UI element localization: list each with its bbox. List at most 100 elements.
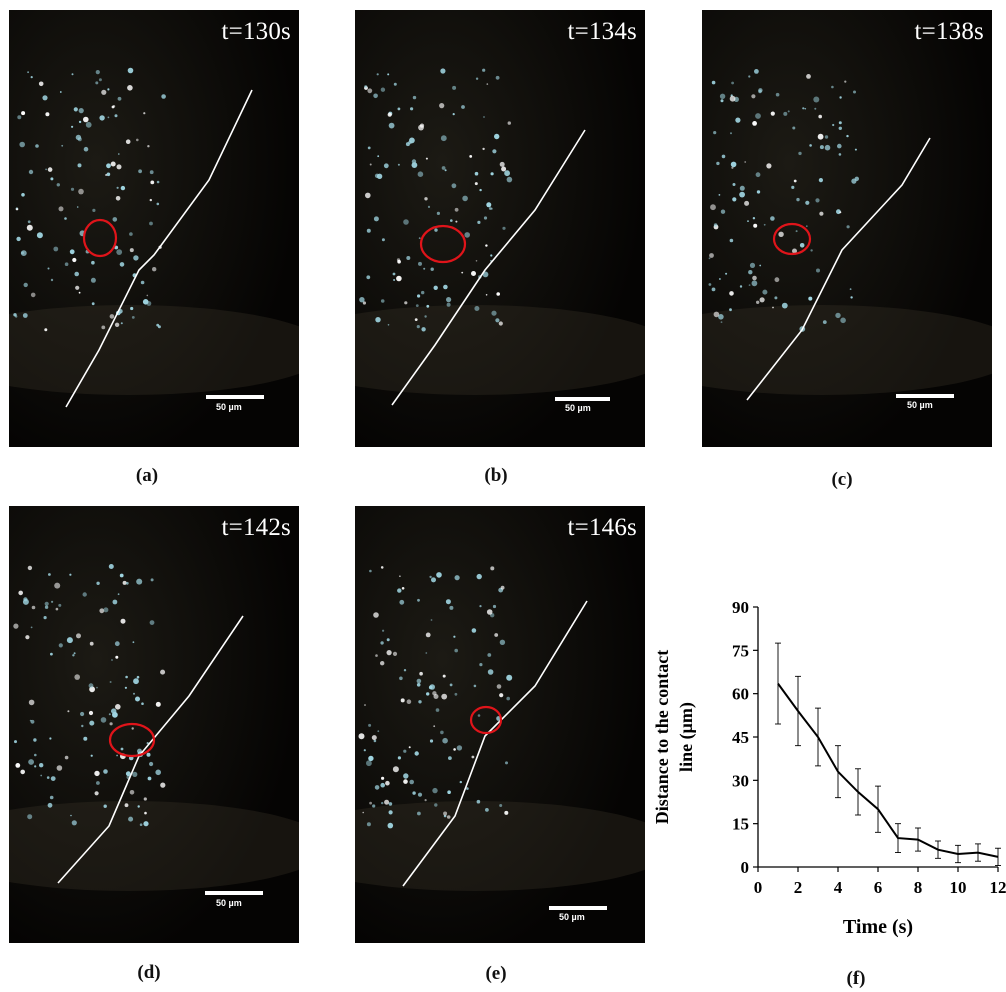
droplet-mark (414, 318, 418, 321)
x-tick-label: 6 (874, 878, 883, 897)
droplet-mark (805, 225, 808, 228)
droplet-mark (122, 580, 127, 585)
droplet-mark (120, 185, 126, 191)
droplet-mark (387, 112, 392, 117)
droplet-mark (504, 810, 509, 815)
droplet-mark (778, 231, 784, 237)
droplet-mark (401, 587, 405, 590)
droplet-mark (44, 601, 49, 606)
droplet-mark (840, 317, 846, 324)
contact-line (402, 600, 588, 887)
droplet-mark (358, 733, 365, 740)
droplet-mark (716, 161, 720, 166)
droplet-mark (136, 675, 140, 679)
droplet-mark (83, 146, 89, 152)
droplet-mark (131, 316, 135, 319)
droplet-mark (363, 749, 366, 752)
droplet-mark (96, 781, 100, 785)
droplet-mark (34, 765, 37, 768)
droplet-mark (835, 312, 841, 319)
droplet-mark (708, 257, 711, 260)
droplet-mark (74, 674, 80, 680)
droplet-mark (441, 693, 448, 700)
droplet-mark (116, 249, 123, 256)
y-tick-label: 15 (732, 815, 749, 834)
droplet-mark (83, 736, 88, 741)
droplet-mark (421, 290, 425, 295)
droplet-mark (506, 696, 510, 701)
droplet-mark (371, 735, 377, 741)
droplet-mark (729, 308, 732, 312)
droplet-mark (77, 137, 82, 142)
droplet-mark (799, 243, 805, 248)
droplet-mark (359, 297, 365, 303)
x-axis-label: Time (s) (843, 916, 913, 938)
droplet-mark (729, 95, 736, 102)
droplet-mark (755, 113, 761, 119)
droplet-mark (418, 261, 422, 266)
contact-line (391, 129, 586, 406)
droplet-mark (23, 282, 28, 288)
droplet-mark (838, 126, 842, 130)
contact-line (65, 89, 253, 408)
droplet-mark (818, 114, 822, 119)
droplet-mark (440, 730, 444, 735)
droplet-mark (483, 216, 488, 220)
droplet-mark (748, 284, 751, 286)
droplet-mark (106, 163, 111, 169)
droplet-mark (752, 275, 757, 281)
droplet-mark (375, 654, 378, 657)
droplet-mark (99, 115, 105, 121)
droplet-mark (844, 80, 847, 83)
droplet-mark (454, 692, 458, 696)
droplet-mark (369, 569, 372, 573)
droplet-mark (815, 198, 820, 203)
droplet-mark (506, 176, 513, 183)
droplet-mark (419, 671, 423, 676)
droplet-mark (31, 605, 36, 610)
droplet-mark (49, 795, 54, 800)
droplet-mark (479, 188, 482, 192)
droplet-mark (367, 146, 371, 150)
droplet-mark (125, 581, 129, 585)
droplet-mark (161, 94, 166, 99)
droplet-mark (146, 294, 149, 297)
droplet-mark (149, 198, 152, 202)
droplet-mark (837, 143, 842, 149)
droplet-mark (499, 161, 505, 167)
droplet-mark (810, 249, 813, 252)
droplet-mark (76, 633, 81, 639)
droplet-mark (720, 321, 723, 323)
droplet-mark (817, 133, 824, 140)
droplet-mark (808, 296, 813, 301)
droplet-mark (720, 209, 726, 214)
droplet-mark (477, 714, 481, 717)
droplet-mark (412, 791, 416, 795)
micrograph-background (355, 10, 645, 447)
droplet-mark (450, 219, 453, 222)
droplet-mark (798, 151, 802, 156)
droplet-mark (47, 267, 50, 270)
droplet-mark (392, 766, 399, 773)
droplet-mark (30, 292, 36, 298)
time-label-c: t=138s (914, 18, 984, 45)
droplet-mark (417, 294, 421, 298)
droplet-mark (124, 803, 129, 808)
droplet-mark (17, 115, 22, 120)
scale-bar-b (555, 397, 610, 401)
droplet-mark (112, 217, 118, 222)
droplet-mark (150, 180, 155, 185)
droplet-mark (754, 69, 759, 74)
droplet-mark (399, 575, 401, 577)
droplet-mark (409, 137, 415, 144)
droplet-mark (474, 182, 478, 186)
droplet-mark (430, 267, 434, 271)
droplet-mark (494, 133, 500, 140)
distance-time-chart: 0 15 30 45 60 75 90 0 2 4 6 8 10 12 Time (s) Distance t… (652, 598, 1006, 938)
droplet-mark (78, 188, 84, 195)
droplet-mark (718, 314, 724, 320)
droplet-mark (59, 91, 62, 93)
droplet-mark (368, 755, 374, 762)
time-label-b: t=134s (567, 18, 637, 45)
droplet-mark (822, 320, 827, 324)
